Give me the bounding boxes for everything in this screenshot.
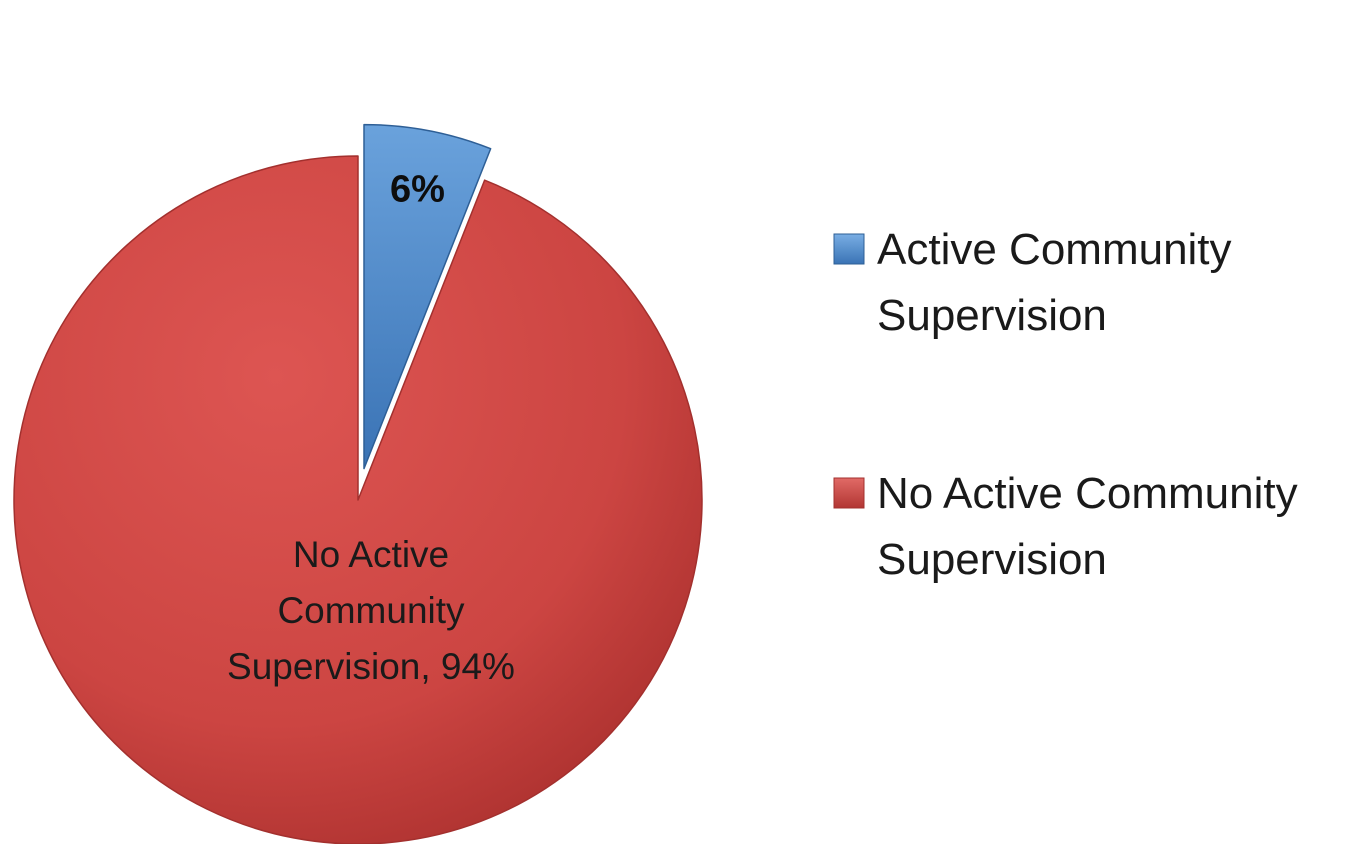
legend-label-line: Supervision	[877, 535, 1107, 584]
legend-label-line: Supervision	[877, 291, 1107, 340]
pie-slice-label-line: 6%	[390, 168, 445, 210]
legend-label: No Active Community Supervision	[877, 469, 1298, 584]
pie-slices	[13, 123, 703, 844]
legend-label-line: No Active Community	[877, 469, 1298, 518]
legend-label-line: Active Community	[877, 225, 1232, 274]
legend-item-1: Active Community Supervision	[833, 225, 1232, 340]
legend-label: Active Community Supervision	[877, 225, 1232, 340]
pie-slice-label-line: Supervision, 94%	[227, 646, 515, 687]
pie-slice-label-2: No Active Community Supervision, 94%	[227, 534, 515, 687]
pie-slice-label-line: Community	[277, 590, 465, 631]
pie-slice-2	[13, 155, 703, 844]
legend-swatch	[833, 233, 865, 265]
pie-slice-label-1: 6%	[390, 168, 445, 210]
pie-data-labels: 6% No Active Community Supervision, 94%	[227, 168, 515, 687]
legend-swatch	[833, 477, 865, 509]
pie-slice-1	[363, 123, 492, 470]
legend-item-2: No Active Community Supervision	[833, 469, 1298, 584]
pie-slice-label-line: No Active	[293, 534, 449, 575]
